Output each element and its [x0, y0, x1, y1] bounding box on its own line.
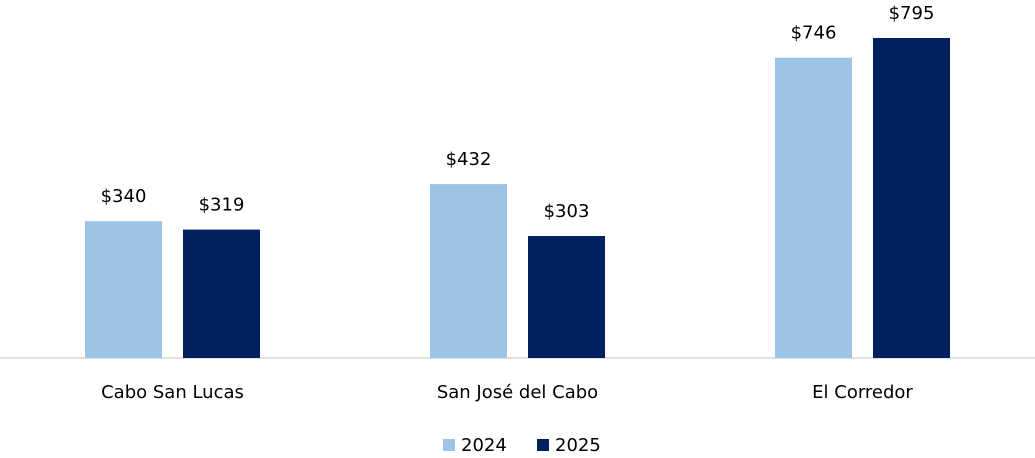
legend-label: 2025 [555, 435, 601, 456]
bar [528, 236, 605, 358]
data-label: $303 [544, 201, 590, 222]
bar [873, 38, 950, 358]
x-tick-label: San José del Cabo [437, 382, 598, 403]
legend-label: 2024 [461, 435, 507, 456]
data-label: $432 [446, 149, 492, 170]
data-label: $340 [101, 186, 147, 207]
bar [85, 221, 162, 358]
bar [430, 184, 507, 358]
legend-swatch [443, 439, 455, 451]
bar [183, 229, 260, 358]
data-label: $319 [199, 195, 245, 216]
x-tick-label: Cabo San Lucas [101, 382, 244, 403]
data-label: $795 [889, 3, 935, 24]
data-label: $746 [791, 23, 837, 44]
legend-swatch [537, 439, 549, 451]
x-tick-label: El Corredor [812, 382, 913, 403]
bar [775, 57, 852, 359]
